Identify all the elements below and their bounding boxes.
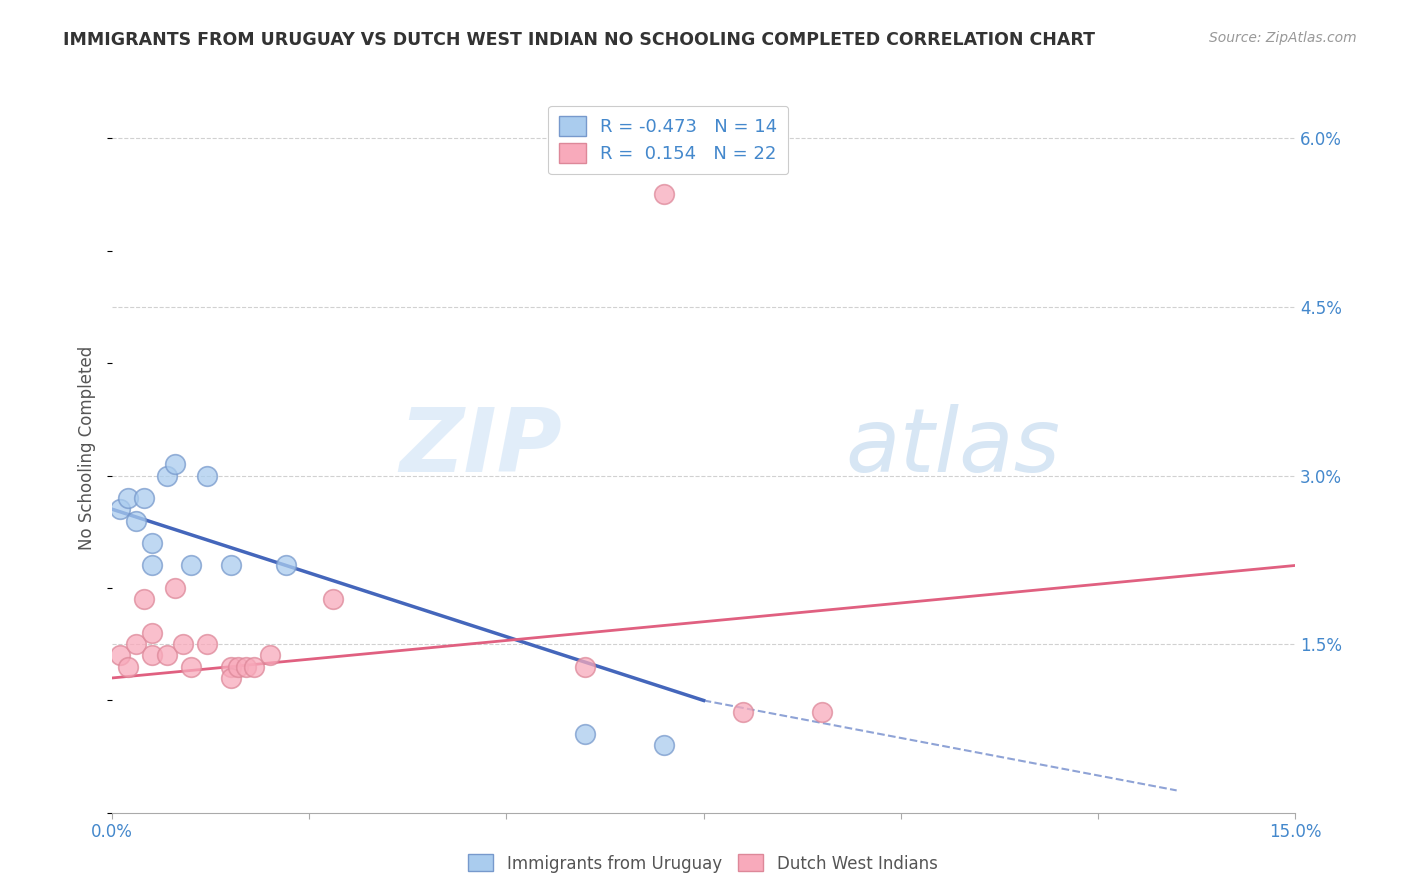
Point bbox=[117, 491, 139, 505]
Point bbox=[141, 558, 163, 573]
Point bbox=[219, 659, 242, 673]
Point bbox=[156, 648, 179, 663]
Point bbox=[125, 514, 148, 528]
Point bbox=[574, 659, 596, 673]
Point bbox=[811, 705, 834, 719]
Legend: R = -0.473   N = 14, R =  0.154   N = 22: R = -0.473 N = 14, R = 0.154 N = 22 bbox=[548, 105, 789, 174]
Point bbox=[156, 468, 179, 483]
Point bbox=[322, 592, 344, 607]
Text: Source: ZipAtlas.com: Source: ZipAtlas.com bbox=[1209, 31, 1357, 45]
Point bbox=[141, 536, 163, 550]
Point bbox=[219, 558, 242, 573]
Point bbox=[165, 581, 187, 595]
Text: IMMIGRANTS FROM URUGUAY VS DUTCH WEST INDIAN NO SCHOOLING COMPLETED CORRELATION : IMMIGRANTS FROM URUGUAY VS DUTCH WEST IN… bbox=[63, 31, 1095, 49]
Point bbox=[574, 727, 596, 741]
Point bbox=[165, 457, 187, 471]
Point bbox=[243, 659, 266, 673]
Point bbox=[141, 626, 163, 640]
Point bbox=[195, 468, 218, 483]
Point bbox=[117, 659, 139, 673]
Point bbox=[172, 637, 194, 651]
Point bbox=[108, 648, 131, 663]
Point bbox=[652, 739, 675, 753]
Point bbox=[259, 648, 281, 663]
Point bbox=[132, 491, 155, 505]
Point bbox=[125, 637, 148, 651]
Point bbox=[195, 637, 218, 651]
Legend: Immigrants from Uruguay, Dutch West Indians: Immigrants from Uruguay, Dutch West Indi… bbox=[461, 847, 945, 880]
Point bbox=[228, 659, 250, 673]
Point bbox=[108, 502, 131, 516]
Point bbox=[180, 558, 202, 573]
Point bbox=[731, 705, 754, 719]
Point bbox=[132, 592, 155, 607]
Point bbox=[235, 659, 257, 673]
Point bbox=[274, 558, 297, 573]
Point bbox=[219, 671, 242, 685]
Y-axis label: No Schooling Completed: No Schooling Completed bbox=[79, 345, 96, 549]
Point bbox=[652, 187, 675, 202]
Point bbox=[180, 659, 202, 673]
Point bbox=[141, 648, 163, 663]
Text: ZIP: ZIP bbox=[399, 404, 561, 491]
Text: atlas: atlas bbox=[845, 404, 1060, 491]
